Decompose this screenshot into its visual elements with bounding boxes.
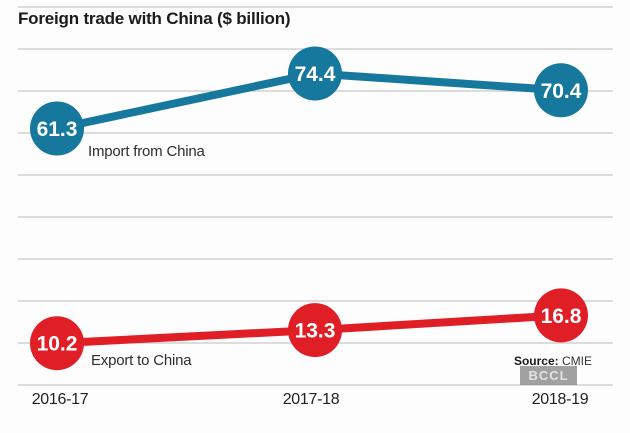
export-data-point-1 (288, 303, 342, 358)
import-data-point-1 (288, 46, 342, 101)
import-data-label-2: 70.4 (541, 80, 582, 103)
source-value-label: CMIE (562, 354, 592, 368)
source-prefix-label: Source: (513, 354, 559, 368)
export-series-label: Export to China (91, 352, 192, 369)
export-data-label-1: 13.3 (295, 320, 336, 343)
import-data-label-0: 61.3 (37, 118, 78, 141)
import-data-point-2 (534, 63, 588, 118)
source-credit: Source: CMIE (0, 354, 592, 368)
bccl-watermark: BCCL (520, 366, 577, 385)
import-series-label: Import from China (88, 143, 205, 160)
export-data-point-2 (534, 288, 588, 343)
x-axis-tick-2018-19: 2018-19 (531, 391, 589, 408)
import-data-point-0 (30, 101, 84, 156)
x-axis-tick-2016-17: 2016-17 (31, 391, 89, 408)
export-data-label-2: 16.8 (541, 305, 582, 328)
chart-title: Foreign trade with China ($ billion) (18, 9, 291, 28)
x-axis-tick-2017-18: 2017-18 (282, 391, 340, 408)
import-data-label-1: 74.4 (295, 63, 336, 86)
export-data-label-0: 10.2 (37, 333, 78, 356)
export-data-point-0 (30, 316, 84, 371)
